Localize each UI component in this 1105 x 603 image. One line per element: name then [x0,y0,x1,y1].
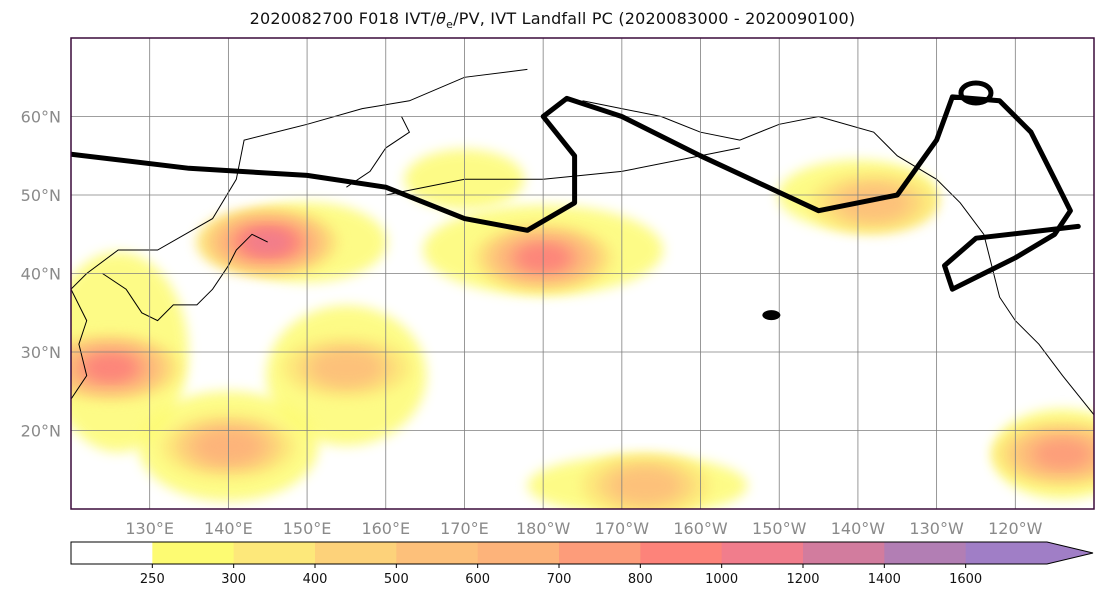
colorbar-outline [70,541,1094,565]
longitude-label: 120°W [988,519,1043,538]
latitude-labels: 20°N 30°N 40°N 50°N 60°N [21,108,61,441]
longitude-label: 140°W [831,519,886,538]
coastline [102,233,268,322]
colorbar-extend-arrow [1047,542,1093,564]
longitude-label: 140°E [204,519,253,538]
ivt-landfall-contour [762,310,781,321]
ivt-level-contour [612,468,679,503]
colorbar-segment [721,542,804,564]
latitude-label: 40°N [21,265,61,284]
colorbar-tick-label: 250 [140,572,165,587]
colorbar-tick-label: 400 [303,572,328,587]
colorbar-segment [640,542,723,564]
longitude-label: 130°E [125,519,174,538]
colorbar-tick-label: 700 [547,572,572,587]
longitude-label: 170°W [595,519,650,538]
colorbar-tick-label: 1200 [786,572,819,587]
longitude-label: 150°E [283,519,332,538]
chart-title: 2020082700 F018 IVT/θe/PV, IVT Landfall … [249,9,856,32]
colorbar-tick-label: 500 [384,572,409,587]
colorbar-tick-label: 800 [628,572,653,587]
ivt-landfall-contour [958,80,994,106]
colorbar-segment [315,542,397,564]
ivt-level-contour [313,351,380,385]
ivt-level-contour [1036,440,1089,468]
colorbar: 250 300 400 500 600 700 800 1000 1200 1400 1600 [70,541,1094,587]
ivt-level-contour [86,355,135,381]
colorbar-tick-label: 1000 [705,572,738,587]
colorbar-segment [884,542,967,564]
latitude-label: 20°N [21,422,61,441]
colorbar-tick-label: 1400 [868,572,901,587]
colorbar-segment [396,542,479,564]
longitude-label: 130°W [909,519,964,538]
map-frame [70,37,1095,510]
colorbar-segment [965,542,1048,564]
colorbar-tick-label: 1600 [949,572,982,587]
latitude-label: 60°N [21,108,61,127]
colorbar-segment [559,542,641,564]
longitude-label: 160°E [361,519,410,538]
coastline [385,147,740,196]
latitude-label: 50°N [21,186,61,205]
colorbar-tick-label: 300 [221,572,246,587]
longitude-label: 160°W [673,519,728,538]
colorbar-segment [803,542,885,564]
longitude-label: 150°W [752,519,807,538]
colorbar-segment [477,542,560,564]
colorbar-tick-label: 600 [465,572,490,587]
longitude-label: 180°W [516,519,571,538]
colorbar-segment [233,542,316,564]
ivt-fill-layer [71,149,1094,509]
ivt-landfall-contour [71,94,1081,292]
longitude-labels: 130°E 140°E 150°E 160°E 170°E 180°W 170°W 160°W… [125,519,1042,538]
colorbar-segment [71,542,153,564]
colorbar-segment [152,542,235,564]
latitude-label: 30°N [21,343,61,362]
pv-contour-layer [71,80,1081,321]
longitude-label: 170°E [440,519,489,538]
